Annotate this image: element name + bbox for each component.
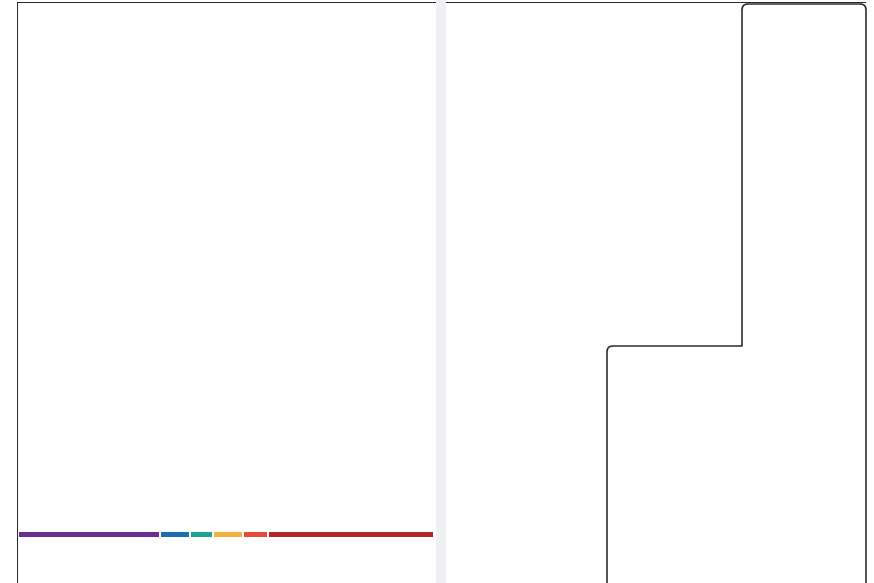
color-strip-segment xyxy=(269,532,433,537)
color-strip-segment xyxy=(244,532,267,537)
right-panel xyxy=(446,2,866,583)
stepped-outline-path xyxy=(606,3,867,583)
color-strip-segment xyxy=(214,532,242,537)
panel-divider[interactable] xyxy=(436,0,446,583)
left-panel xyxy=(17,2,436,583)
color-strip xyxy=(19,532,435,537)
color-strip-segment xyxy=(191,532,212,537)
color-strip-segment xyxy=(19,532,159,537)
color-strip-segment xyxy=(161,532,189,537)
